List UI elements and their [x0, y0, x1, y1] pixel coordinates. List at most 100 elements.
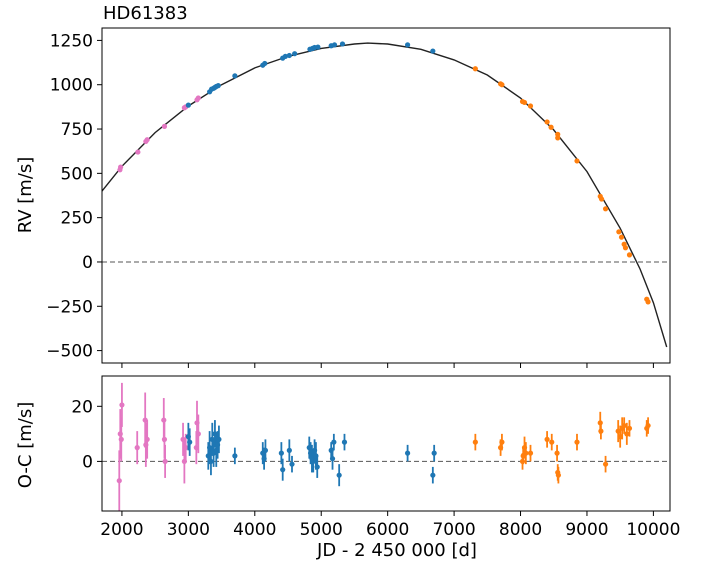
top-pink-point — [144, 137, 150, 143]
top-plot-frame — [101, 27, 671, 364]
top-orange-point — [598, 196, 605, 202]
bottom-orange-point — [544, 436, 550, 442]
bottom-blue-point — [278, 450, 284, 456]
top-blue-point — [331, 42, 338, 48]
bottom-pink-point — [183, 445, 189, 451]
bottom-pink-point — [116, 478, 122, 484]
bottom-blue-point — [331, 439, 337, 445]
bottom-orange-point — [621, 422, 627, 429]
bottom-blue-point — [187, 439, 193, 445]
top-blue-point — [262, 60, 268, 67]
bottom-orange-point — [554, 450, 560, 456]
bottom-blue-point — [286, 447, 292, 453]
bottom-y-axis-label: O-C [m/s] — [15, 402, 36, 488]
top-y-tick-label: 750 — [61, 120, 93, 140]
bottom-blue-point — [208, 458, 214, 465]
chart-title: HD61383 — [103, 3, 188, 24]
top-pink-point — [161, 123, 168, 129]
bottom-x-tick-label: 10000 — [626, 520, 680, 540]
top-orange-point — [602, 206, 609, 212]
x-axis-label: JD - 2 450 000 [d] — [316, 540, 477, 561]
top-orange-point — [527, 103, 534, 109]
top-panel: 1250 1000 750 500 250 0 −250 −500 — [46, 27, 671, 368]
bottom-orange-point — [527, 450, 534, 456]
top-orange-point — [645, 299, 651, 305]
bottom-x-tick-label: 8000 — [499, 520, 542, 540]
bottom-x-tick-label: 6000 — [366, 520, 409, 540]
bottom-pink-point — [119, 402, 125, 408]
top-orange-point — [616, 229, 622, 235]
top-orange-point — [626, 252, 633, 258]
bottom-pink-point — [195, 431, 201, 437]
top-orange-point — [548, 124, 554, 130]
top-model-curve — [101, 42, 668, 348]
bottom-x-tick-label: 3000 — [167, 520, 210, 540]
bottom-x-tick-label: 9000 — [565, 520, 608, 540]
top-y-tick-label: 0 — [82, 253, 93, 273]
bottom-blue-point — [430, 472, 436, 478]
bottom-blue-point — [336, 472, 342, 478]
top-y-tick-label: −250 — [46, 297, 93, 317]
bottom-orange-point — [472, 439, 478, 445]
top-blue-point — [282, 53, 288, 59]
bottom-orange-point — [626, 425, 633, 431]
bottom-x-tick-label: 7000 — [432, 520, 475, 540]
bottom-blue-point — [232, 453, 238, 459]
top-blue-point — [185, 102, 191, 108]
top-blue-point — [339, 41, 346, 47]
top-orange-point — [618, 234, 625, 240]
bottom-orange-point — [645, 422, 651, 429]
bottom-orange-point — [555, 472, 561, 478]
bottom-y-tick-label: 20 — [71, 397, 93, 417]
bottom-plot-frame — [101, 375, 671, 512]
top-blue-point — [232, 73, 238, 79]
top-orange-point — [555, 135, 561, 141]
top-orange-point — [622, 245, 629, 251]
top-pink-point — [195, 95, 201, 101]
bottom-x-tick-label: 5000 — [300, 520, 343, 540]
bottom-orange-point — [549, 439, 555, 445]
top-blue-point — [286, 52, 292, 59]
bottom-orange-point — [574, 439, 580, 445]
top-blue-point — [292, 51, 298, 57]
top-y-axis-label: RV [m/s] — [15, 157, 36, 234]
bottom-pink-point — [144, 436, 150, 442]
bottom-blue-point — [341, 439, 348, 445]
top-blue-point — [404, 42, 411, 48]
bottom-blue-point — [431, 450, 437, 456]
bottom-blue-point — [329, 456, 336, 462]
top-pink-point — [135, 149, 141, 155]
top-y-tick-label: 1000 — [50, 76, 93, 96]
bottom-panel: 20 0 2000 3000 4000 5000 6000 7000 8000 9000 10000 — [71, 375, 680, 540]
bottom-blue-point — [404, 450, 411, 456]
top-y-tick-label: 250 — [61, 209, 93, 229]
bottom-orange-point — [499, 439, 505, 445]
top-blue-point — [215, 83, 221, 89]
bottom-blue-point — [314, 464, 320, 470]
bottom-pink-point — [134, 445, 140, 451]
bottom-orange-point — [598, 428, 604, 434]
top-y-tick-label: 1250 — [50, 31, 93, 51]
bottom-pink-point — [162, 458, 168, 465]
bottom-orange-point — [523, 450, 529, 456]
bottom-y-tick-label: 0 — [82, 452, 93, 472]
top-orange-point — [472, 66, 478, 72]
bottom-blue-point — [289, 461, 295, 467]
top-y-tick-label: −500 — [46, 342, 93, 362]
bottom-blue-point — [216, 436, 222, 442]
top-blue-point — [430, 48, 436, 54]
bottom-blue-point — [280, 467, 286, 473]
bottom-pink-point — [118, 436, 124, 442]
bottom-x-tick-label: 2000 — [100, 520, 143, 540]
top-pink-point — [118, 164, 124, 170]
bottom-pink-point — [161, 436, 168, 442]
top-orange-point — [499, 82, 505, 88]
top-orange-point — [521, 99, 528, 106]
bottom-blue-point — [262, 447, 269, 453]
bottom-orange-point — [624, 431, 630, 437]
top-orange-point — [574, 158, 580, 164]
bottom-orange-point — [602, 461, 609, 467]
top-y-tick-label: 500 — [61, 164, 93, 184]
